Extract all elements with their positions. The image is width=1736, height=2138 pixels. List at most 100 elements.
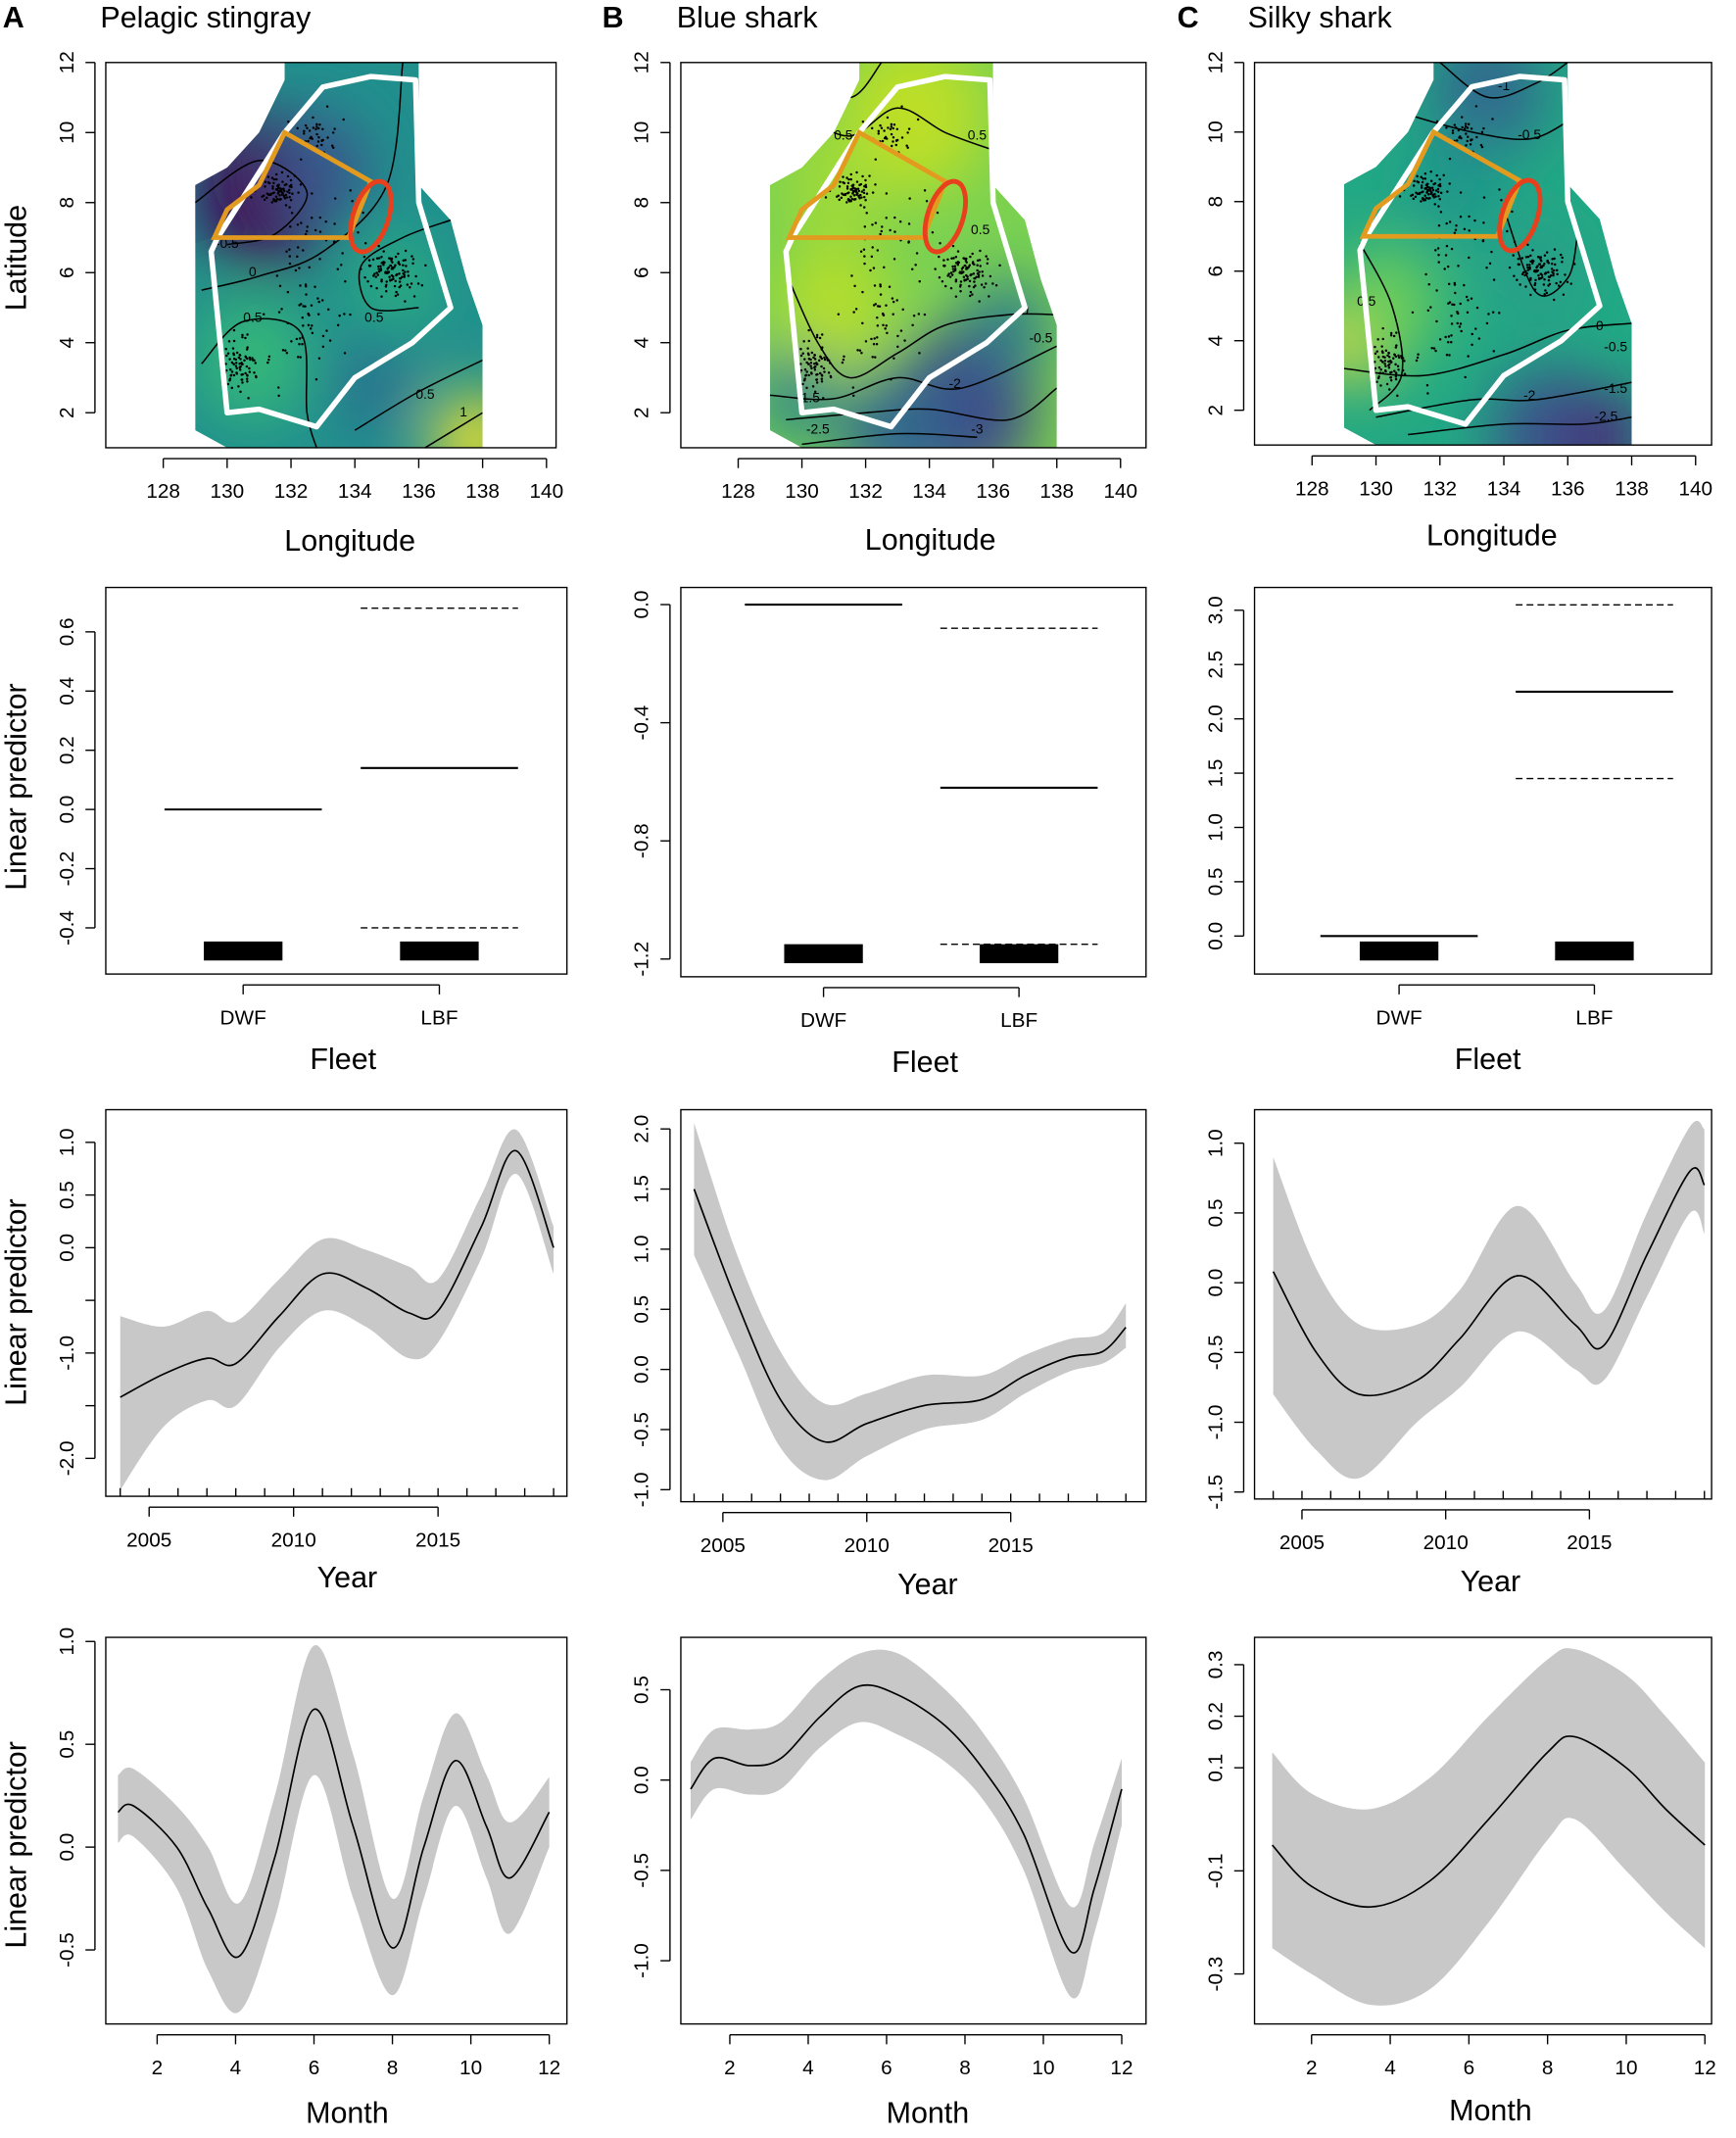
survey-point bbox=[943, 284, 947, 288]
survey-point bbox=[1450, 247, 1454, 251]
survey-point bbox=[962, 275, 966, 279]
survey-point bbox=[318, 230, 322, 233]
survey-point bbox=[862, 206, 866, 209]
survey-point bbox=[333, 197, 337, 200]
y-tick-label: 0.5 bbox=[56, 1730, 78, 1759]
y-axis: -1.0 -0.5 0.0 0.5 bbox=[631, 1676, 671, 1978]
survey-point bbox=[939, 242, 941, 245]
data-rug bbox=[204, 941, 283, 961]
survey-point bbox=[966, 277, 970, 281]
survey-point bbox=[923, 313, 927, 316]
survey-point bbox=[1506, 229, 1509, 233]
survey-point bbox=[228, 377, 232, 380]
survey-point bbox=[318, 216, 322, 219]
survey-point bbox=[240, 362, 243, 364]
survey-point bbox=[799, 354, 803, 358]
survey-point bbox=[871, 356, 875, 359]
survey-point bbox=[925, 199, 929, 203]
survey-point bbox=[949, 286, 953, 290]
survey-point bbox=[967, 266, 971, 268]
survey-point bbox=[893, 230, 896, 233]
survey-point bbox=[907, 222, 911, 225]
survey-point bbox=[284, 204, 288, 207]
survey-point bbox=[291, 192, 294, 196]
survey-point bbox=[385, 280, 388, 283]
survey-point bbox=[851, 386, 855, 389]
panel-header-b: B Blue shark bbox=[603, 1, 819, 34]
survey-point bbox=[1456, 139, 1459, 142]
data-rug bbox=[400, 941, 479, 961]
survey-point bbox=[1381, 337, 1385, 341]
survey-point bbox=[394, 294, 398, 298]
survey-point bbox=[371, 258, 375, 262]
survey-point bbox=[284, 193, 288, 197]
survey-point bbox=[1422, 197, 1425, 201]
y-tick-label: -0.3 bbox=[1204, 1957, 1227, 1992]
x-tick-label: 134 bbox=[1487, 477, 1521, 500]
survey-point bbox=[277, 394, 280, 398]
y-axis: -1.2 -0.8 -0.4 0.0 bbox=[631, 591, 671, 977]
x-tick-label: 130 bbox=[1359, 477, 1393, 500]
survey-point bbox=[367, 259, 371, 262]
survey-point bbox=[874, 183, 877, 186]
survey-point bbox=[976, 271, 980, 275]
survey-point bbox=[1378, 371, 1382, 374]
survey-point bbox=[858, 183, 861, 187]
survey-point bbox=[807, 328, 810, 332]
survey-point bbox=[991, 282, 994, 285]
x-tick-label: 136 bbox=[402, 480, 436, 503]
survey-point bbox=[910, 267, 914, 271]
y-tick-label: 0.2 bbox=[1204, 1702, 1227, 1730]
survey-point bbox=[918, 352, 921, 355]
survey-point bbox=[246, 380, 249, 383]
x-tick-label: 2005 bbox=[700, 1534, 746, 1557]
survey-point bbox=[1466, 311, 1470, 315]
survey-point bbox=[886, 331, 889, 335]
survey-point bbox=[1550, 267, 1554, 270]
survey-point bbox=[246, 374, 249, 377]
survey-point bbox=[882, 314, 885, 316]
survey-point bbox=[885, 137, 889, 140]
survey-point bbox=[305, 293, 308, 296]
survey-point bbox=[254, 362, 257, 364]
survey-point bbox=[826, 359, 830, 362]
survey-point bbox=[1450, 322, 1454, 325]
survey-point bbox=[1508, 266, 1512, 269]
survey-point bbox=[402, 259, 406, 263]
survey-point bbox=[296, 246, 300, 249]
survey-point bbox=[391, 275, 395, 278]
survey-point bbox=[839, 180, 842, 183]
survey-point bbox=[293, 174, 297, 177]
survey-point bbox=[823, 370, 826, 373]
survey-point bbox=[1457, 265, 1460, 267]
survey-point bbox=[969, 290, 973, 294]
survey-point bbox=[385, 290, 388, 293]
survey-point bbox=[251, 359, 255, 362]
survey-point bbox=[1564, 273, 1567, 276]
survey-point bbox=[1531, 249, 1534, 252]
survey-point bbox=[894, 143, 898, 147]
x-tick-label: 2010 bbox=[271, 1529, 316, 1551]
survey-point bbox=[404, 270, 407, 273]
survey-point bbox=[1464, 127, 1467, 130]
x-tick-label: DWF bbox=[800, 1009, 846, 1032]
survey-point bbox=[963, 279, 966, 282]
survey-point bbox=[401, 275, 404, 279]
survey-point bbox=[229, 368, 232, 371]
survey-point bbox=[410, 255, 413, 258]
survey-point bbox=[810, 351, 814, 355]
y-tick-label: 8 bbox=[56, 197, 78, 209]
survey-point bbox=[380, 295, 383, 298]
survey-point bbox=[868, 174, 871, 177]
survey-point bbox=[299, 284, 302, 287]
survey-point bbox=[397, 252, 400, 256]
heatmap-blob bbox=[776, 244, 892, 371]
survey-point bbox=[954, 295, 958, 298]
survey-point bbox=[1429, 189, 1432, 193]
survey-point bbox=[1557, 284, 1561, 287]
panel-title: Blue shark bbox=[677, 1, 819, 34]
survey-point bbox=[1528, 267, 1531, 270]
survey-point bbox=[966, 267, 969, 270]
survey-point bbox=[882, 323, 885, 327]
survey-point bbox=[1386, 354, 1389, 358]
